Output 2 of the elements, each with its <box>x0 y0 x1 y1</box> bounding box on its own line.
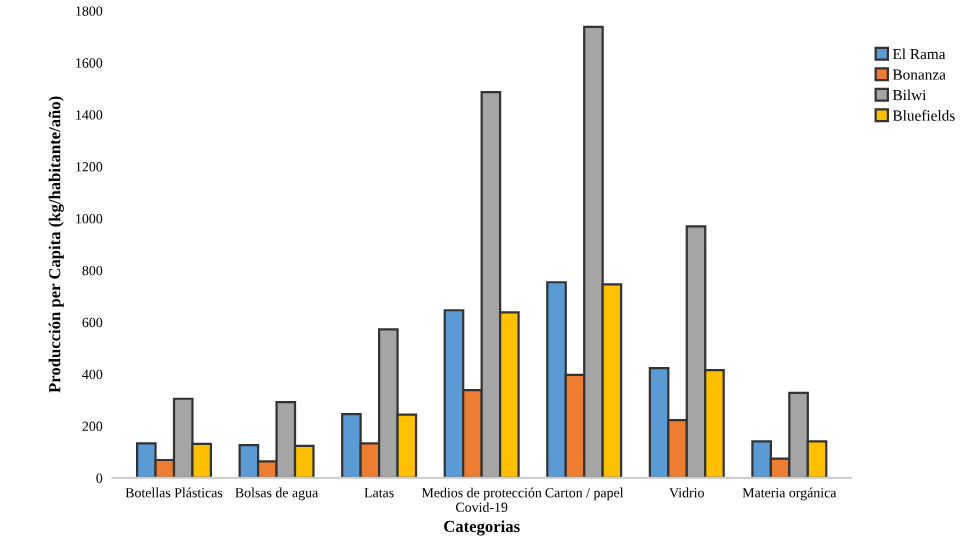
x-axis-title: Categorias <box>444 520 520 536</box>
y-axis-title: Producción per Capita (kg/habitante/año) <box>48 96 64 393</box>
